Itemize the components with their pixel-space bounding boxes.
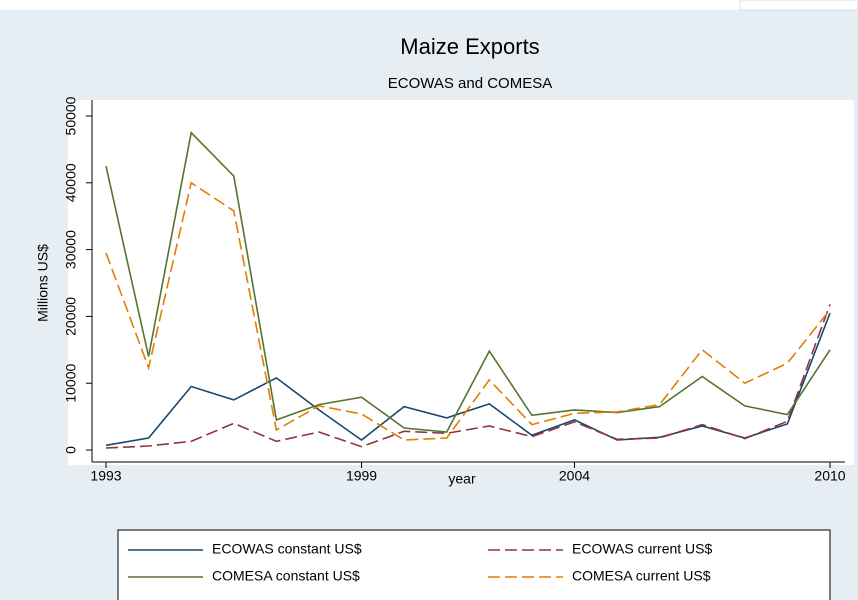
y-tick-label: 40000 <box>63 163 79 202</box>
y-tick-label: 10000 <box>63 364 79 403</box>
series-line <box>105 131 831 433</box>
plot-region <box>68 100 854 465</box>
series-line <box>105 304 831 449</box>
x-tick-label: 2004 <box>559 468 590 484</box>
series-line <box>105 181 831 441</box>
legend-box <box>117 529 831 600</box>
corner-box <box>739 0 858 11</box>
y-axis-label: Millions US$ <box>35 244 51 322</box>
y-tick-label: 50000 <box>63 96 79 135</box>
legend-label: COMESA current US$ <box>572 568 711 584</box>
x-tick-label: 1993 <box>90 468 121 484</box>
y-tick-label: 20000 <box>63 297 79 336</box>
x-axis-label: year <box>448 471 476 487</box>
y-tick-label: 0 <box>63 446 79 454</box>
legend-label: ECOWAS constant US$ <box>212 541 362 557</box>
x-tick-label: 2010 <box>814 468 845 484</box>
y-tick-label: 30000 <box>63 230 79 269</box>
legend-label: COMESA constant US$ <box>212 568 360 584</box>
x-tick-label: 1999 <box>346 468 377 484</box>
chart-subtitle: ECOWAS and COMESA <box>388 75 553 92</box>
series-line <box>105 312 831 447</box>
chart-title: Maize Exports <box>400 34 539 59</box>
legend-label: ECOWAS current US$ <box>572 541 713 557</box>
